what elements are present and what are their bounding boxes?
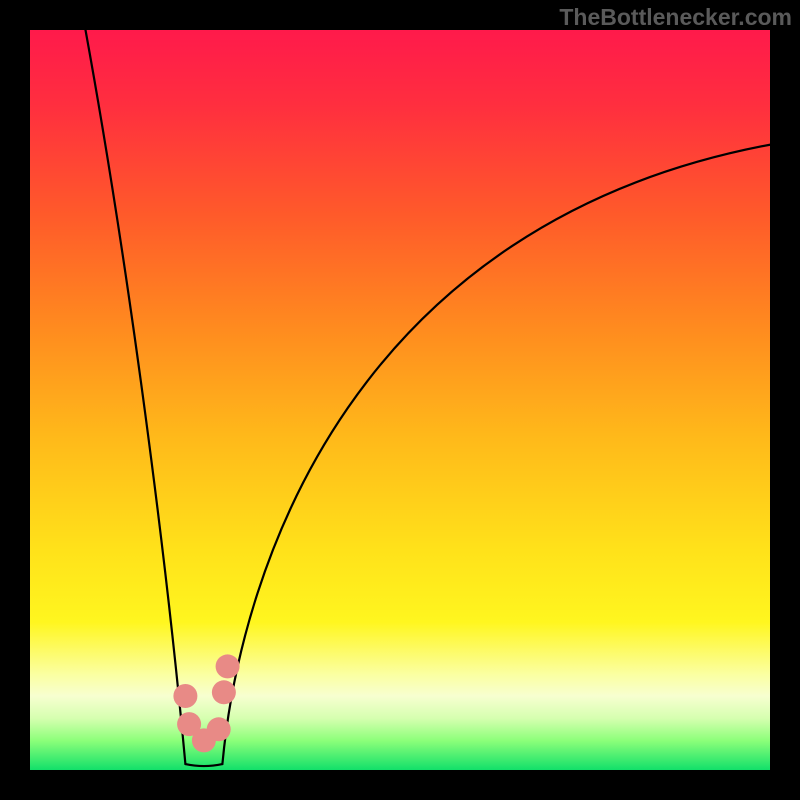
bottleneck-curve <box>222 145 770 764</box>
data-marker <box>207 717 231 741</box>
plot-area <box>30 30 770 770</box>
data-marker <box>216 654 240 678</box>
bottleneck-curve <box>185 764 222 766</box>
data-marker <box>212 680 236 704</box>
chart-svg <box>30 30 770 770</box>
chart-canvas: TheBottlenecker.com <box>0 0 800 800</box>
data-marker <box>173 684 197 708</box>
bottleneck-curve <box>86 30 186 764</box>
watermark-text: TheBottlenecker.com <box>559 4 792 31</box>
